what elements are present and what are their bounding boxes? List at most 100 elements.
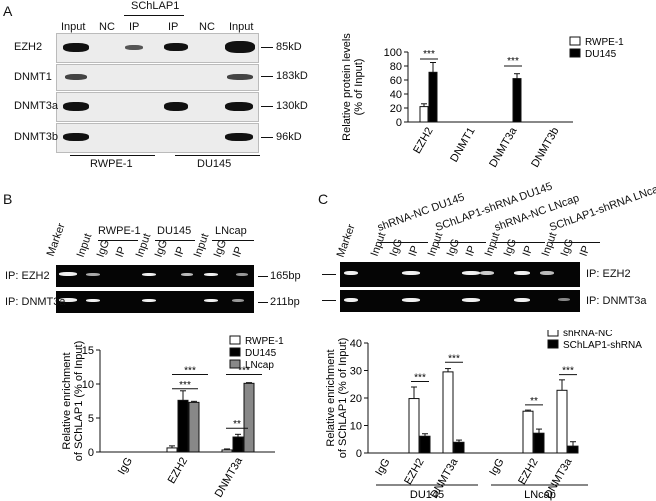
marker-label: Marker (334, 222, 358, 259)
row-label-dnmt3b: DNMT3b (14, 131, 59, 143)
bar (166, 447, 178, 453)
blot-band (65, 74, 87, 80)
cell-line-label: RWPE-1 (90, 158, 133, 170)
y-tick-label: 60 (390, 75, 402, 87)
lane-label: IgG (501, 237, 520, 258)
lane-label: IP (230, 245, 246, 259)
row-label: IP: DNMT3a (5, 296, 66, 308)
gel-band (344, 271, 358, 275)
blot-band (225, 41, 255, 53)
significance-mark: *** (184, 365, 196, 376)
gel-band (204, 273, 218, 276)
bar (428, 71, 438, 123)
legend-swatch (547, 339, 559, 349)
gel-band (514, 298, 530, 302)
bar (232, 436, 244, 453)
group-line (212, 240, 254, 241)
gel-band (402, 298, 420, 302)
chart-c-enrichment: 0 10 20 30 40 Relative enrichment of SChLAP1 (… (325, 330, 642, 501)
gel-strip-ezh2 (56, 265, 254, 287)
blot-band (63, 43, 89, 52)
bar (419, 435, 431, 454)
lane-label: IgG (387, 237, 406, 258)
lane-label: NC (99, 21, 115, 33)
panel-a-letter: A (3, 3, 13, 19)
cell-line-label: DU145 (197, 158, 232, 170)
size-tick (261, 47, 273, 48)
legend-label: DU145 (585, 49, 617, 60)
lane-label: Input (368, 230, 389, 258)
significance-mark: *** (179, 380, 191, 391)
gel-band (142, 273, 156, 276)
legend-label: shRNA-NC (563, 330, 612, 339)
x-tick-label: DNMT3a (213, 455, 246, 500)
significance-mark: *** (562, 366, 574, 377)
lane-label: IgG (211, 238, 229, 259)
lane-label: IP (113, 245, 129, 259)
lane-label: Input (425, 230, 446, 258)
group-line (98, 240, 138, 241)
group-label: LNcap (524, 489, 556, 501)
x-tick-label: IgG (487, 457, 506, 478)
bar (243, 382, 255, 453)
y-axis-label: Relative enrichment (61, 352, 73, 449)
blot-band (63, 133, 89, 141)
blot-strip-dnmt3a (56, 92, 259, 122)
bar (453, 441, 465, 454)
gel-band (59, 298, 77, 302)
gel-band (402, 271, 420, 275)
group-label: DU145 (410, 489, 444, 501)
schlap1-group-label: SChLAP1 (131, 0, 180, 12)
significance-mark: *** (507, 56, 519, 67)
x-tick-label: DNMT1 (448, 126, 477, 165)
size-tick (258, 276, 268, 277)
legend-swatch (569, 36, 581, 46)
x-tick-label: EZH2 (402, 457, 426, 487)
lane-label: IgG (152, 238, 171, 259)
x-tick-label: EZH2 (411, 126, 435, 156)
x-tick-label: DNMT3a (487, 125, 520, 170)
bar (442, 371, 454, 454)
gel-band (204, 299, 218, 302)
row-label: IP: DNMT3a (586, 295, 647, 307)
legend-swatch (569, 48, 581, 58)
lane-label: Input (191, 231, 212, 259)
gel-band (344, 298, 358, 302)
row-label-ezh2: EZH2 (14, 41, 43, 53)
legend-swatch (229, 359, 241, 369)
lane-label: IP (129, 21, 140, 33)
panel-b-letter: B (3, 191, 13, 207)
row-tick (322, 274, 336, 275)
y-tick-label: 40 (350, 338, 362, 350)
y-tick-label: 30 (350, 366, 362, 378)
blot-band (125, 45, 143, 50)
significance-mark: *** (238, 365, 250, 376)
bar (177, 399, 189, 453)
bar (221, 449, 233, 453)
gel-band (86, 273, 100, 276)
gel-band (142, 299, 156, 302)
lane-label: IgG (94, 238, 112, 259)
legend-label: RWPE-1 (245, 336, 284, 347)
y-tick-label: 0 (356, 448, 362, 460)
panel-c-letter: C (318, 191, 329, 207)
y-tick-label: 0 (396, 117, 402, 129)
size-label: 96kD (276, 131, 302, 143)
gel-band (236, 273, 248, 276)
legend-swatch (229, 335, 241, 345)
significance-mark: *** (423, 49, 435, 60)
x-tick-label: IgG (373, 457, 392, 478)
bar (522, 410, 534, 454)
lane-label: Input (61, 21, 86, 33)
group-line (155, 240, 195, 241)
legend-label: DU145 (245, 348, 277, 359)
chart-b-enrichment: 0 5 10 15 Relative enrichment of SChLAP1 (% o… (61, 335, 284, 500)
marker-label: Marker (44, 221, 68, 258)
group-label: LNcap (215, 225, 247, 237)
size-tick (261, 76, 273, 77)
group-line (436, 242, 486, 243)
gel-band (59, 272, 77, 276)
group-line (550, 242, 600, 243)
significance-mark: *** (414, 373, 426, 384)
gel-band (480, 271, 494, 275)
